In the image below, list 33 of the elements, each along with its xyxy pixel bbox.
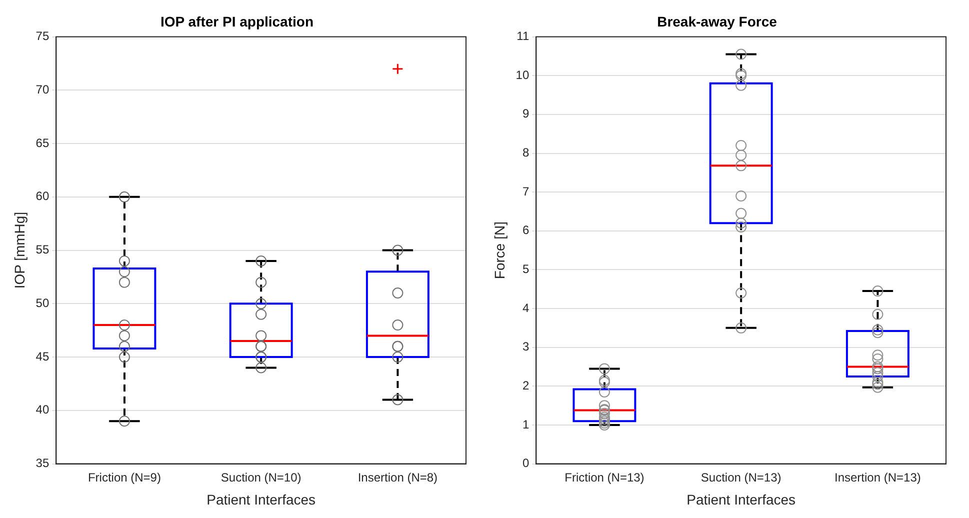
y-tick-label: 10 [516, 68, 530, 82]
y-tick-label: 70 [36, 82, 50, 96]
y-tick-label: 2 [522, 378, 530, 392]
chart-title: Break-away Force [657, 13, 778, 30]
chart-title: IOP after PI application [160, 13, 314, 30]
y-axis-title: IOP [mmHg] [11, 212, 28, 289]
x-tick-label: Suction (N=13) [700, 470, 782, 484]
y-tick-label: 75 [36, 29, 50, 44]
x-tick-label: Friction (N=9) [88, 470, 161, 484]
y-tick-label: 0 [522, 456, 530, 470]
y-tick-label: 55 [36, 242, 50, 257]
y-tick-label: 60 [36, 189, 50, 204]
y-tick-label: 5 [522, 262, 530, 276]
x-axis-title: Patient Interfaces [686, 491, 796, 508]
y-axis-title: Force [N] [491, 222, 508, 280]
x-tick-label: Suction (N=10) [220, 470, 302, 484]
y-tick-label: 11 [516, 29, 530, 44]
x-axis-title: Patient Interfaces [206, 491, 316, 508]
y-tick-label: 1 [522, 417, 530, 432]
y-tick-label: 50 [36, 296, 50, 310]
x-tick-label: Insertion (N=13) [834, 470, 921, 484]
y-tick-label: 7 [522, 184, 530, 198]
y-tick-label: 65 [36, 136, 50, 150]
x-tick-label: Friction (N=13) [564, 470, 644, 484]
y-tick-label: 45 [36, 349, 50, 364]
y-tick-label: 40 [36, 402, 50, 417]
y-tick-label: 3 [522, 340, 530, 354]
y-tick-label: 8 [522, 146, 530, 160]
y-tick-label: 35 [36, 456, 50, 470]
y-tick-label: 6 [522, 223, 530, 238]
x-tick-label: Insertion (N=8) [358, 470, 438, 484]
y-tick-label: 4 [522, 300, 530, 315]
y-tick-label: 9 [522, 106, 530, 121]
